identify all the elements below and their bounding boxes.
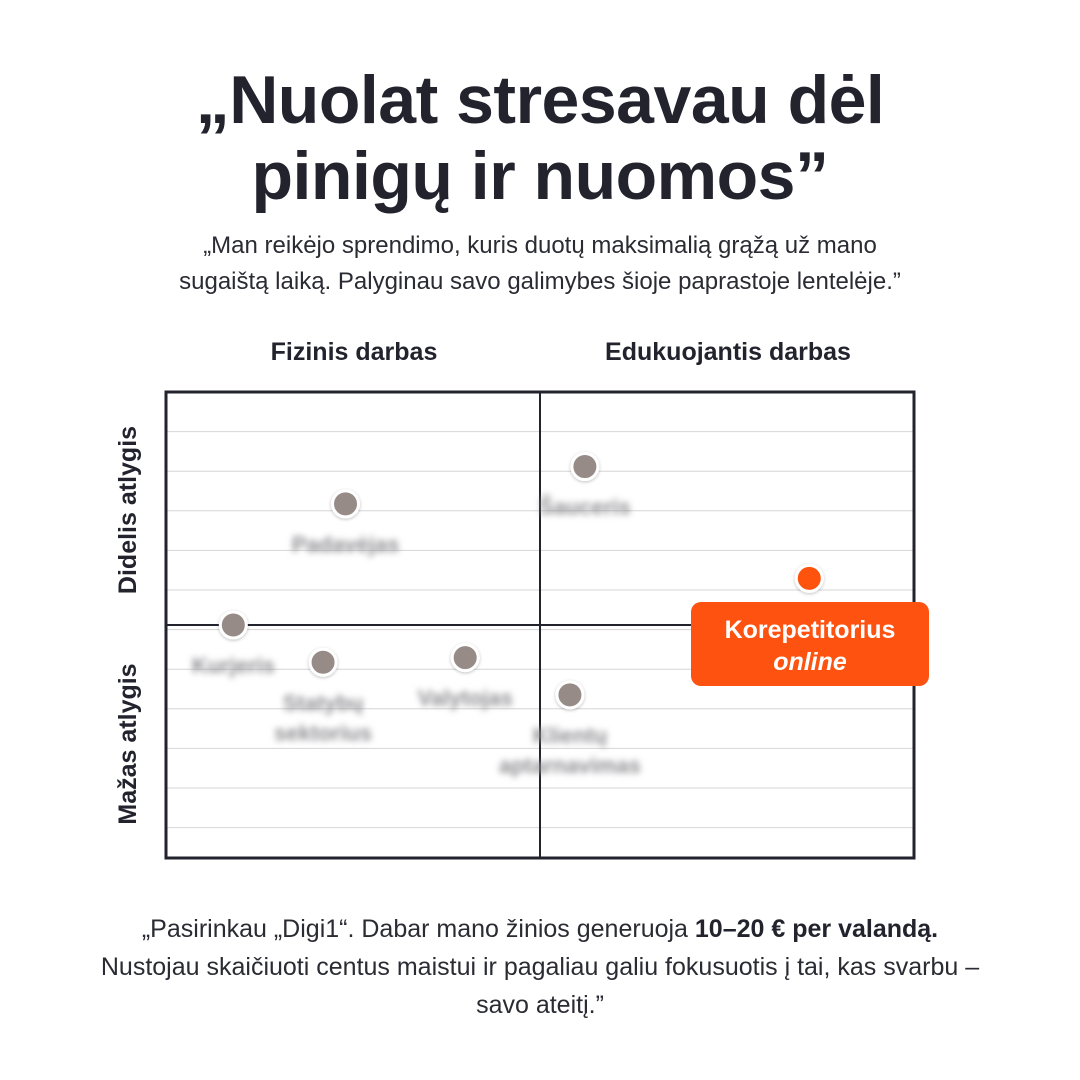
- point-label: Valytojas: [418, 686, 513, 711]
- data-point: [450, 643, 480, 673]
- callout-line-2: online: [773, 648, 847, 676]
- highlight-point: [794, 563, 824, 593]
- data-point: [331, 489, 361, 519]
- footer-text-2: Nustojau skaičiuoti centus maistui ir pa…: [100, 953, 980, 1019]
- data-points: [218, 452, 824, 710]
- data-point: [218, 610, 248, 640]
- intro-line-1: „Man reikėjo sprendimo, kuris duotų maks…: [203, 232, 877, 259]
- highlight-callout: Korepetitorius online: [691, 602, 929, 686]
- footer-text-1: „Pasirinkau „Digi1“. Dabar mano žinios g…: [141, 915, 695, 943]
- point-label: Padavėjas: [292, 532, 400, 557]
- footer-emphasis: 10–20 € per valandą.: [694, 915, 939, 943]
- headline: „Nuolat stresavau dėl pinigų ir nuomos”: [0, 62, 1080, 214]
- column-label-physical: Fizinis darbas: [270, 338, 438, 366]
- point-labels: Padavėjas Šauceris Kurjeris Statybų sektoriu…: [192, 495, 641, 778]
- point-label: Klientų aptarnavimas: [499, 723, 641, 778]
- data-point: [570, 452, 600, 482]
- data-point: [308, 647, 338, 677]
- footer-quote: „Pasirinkau „Digi1“. Dabar mano žinios g…: [90, 910, 990, 1024]
- column-label-educational: Edukuojantis darbas: [605, 338, 851, 366]
- headline-line-1: „Nuolat stresavau dėl: [195, 62, 885, 138]
- point-label: Kurjeris: [192, 653, 275, 678]
- data-point: [555, 680, 585, 710]
- point-label: Statybų sektorius: [274, 690, 372, 745]
- intro-line-2: sugaištą laiką. Palyginau savo galimybes…: [179, 268, 901, 295]
- callout-line-1: Korepetitorius: [724, 616, 896, 644]
- intro-quote: „Man reikėjo sprendimo, kuris duotų maks…: [60, 228, 1020, 300]
- headline-line-2: pinigų ir nuomos”: [251, 138, 829, 214]
- point-label: Šauceris: [539, 495, 631, 520]
